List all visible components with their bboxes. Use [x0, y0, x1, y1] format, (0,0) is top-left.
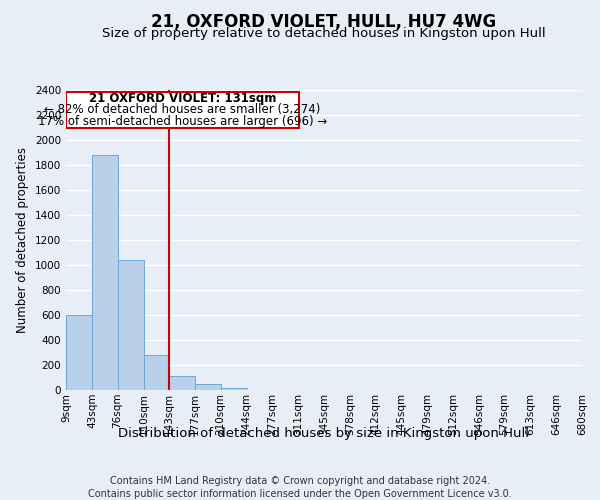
Text: Contains public sector information licensed under the Open Government Licence v3: Contains public sector information licen… [88, 489, 512, 499]
Bar [221, 388, 247, 390]
Text: 17% of semi-detached houses are larger (696) →: 17% of semi-detached houses are larger (… [38, 115, 327, 128]
Bar [92, 155, 118, 390]
Text: Distribution of detached houses by size in Kingston upon Hull: Distribution of detached houses by size … [119, 428, 530, 440]
Bar [195, 384, 221, 390]
Bar [143, 355, 169, 390]
Text: Size of property relative to detached houses in Kingston upon Hull: Size of property relative to detached ho… [102, 28, 546, 40]
Text: 21 OXFORD VIOLET: 131sqm: 21 OXFORD VIOLET: 131sqm [89, 92, 276, 104]
Bar [66, 315, 92, 390]
Text: ← 82% of detached houses are smaller (3,274): ← 82% of detached houses are smaller (3,… [44, 104, 320, 117]
Text: 21, OXFORD VIOLET, HULL, HU7 4WG: 21, OXFORD VIOLET, HULL, HU7 4WG [151, 12, 497, 30]
Text: Contains HM Land Registry data © Crown copyright and database right 2024.: Contains HM Land Registry data © Crown c… [110, 476, 490, 486]
Y-axis label: Number of detached properties: Number of detached properties [16, 147, 29, 333]
Bar [169, 376, 195, 390]
Bar [118, 260, 143, 390]
Bar [66, 92, 299, 128]
